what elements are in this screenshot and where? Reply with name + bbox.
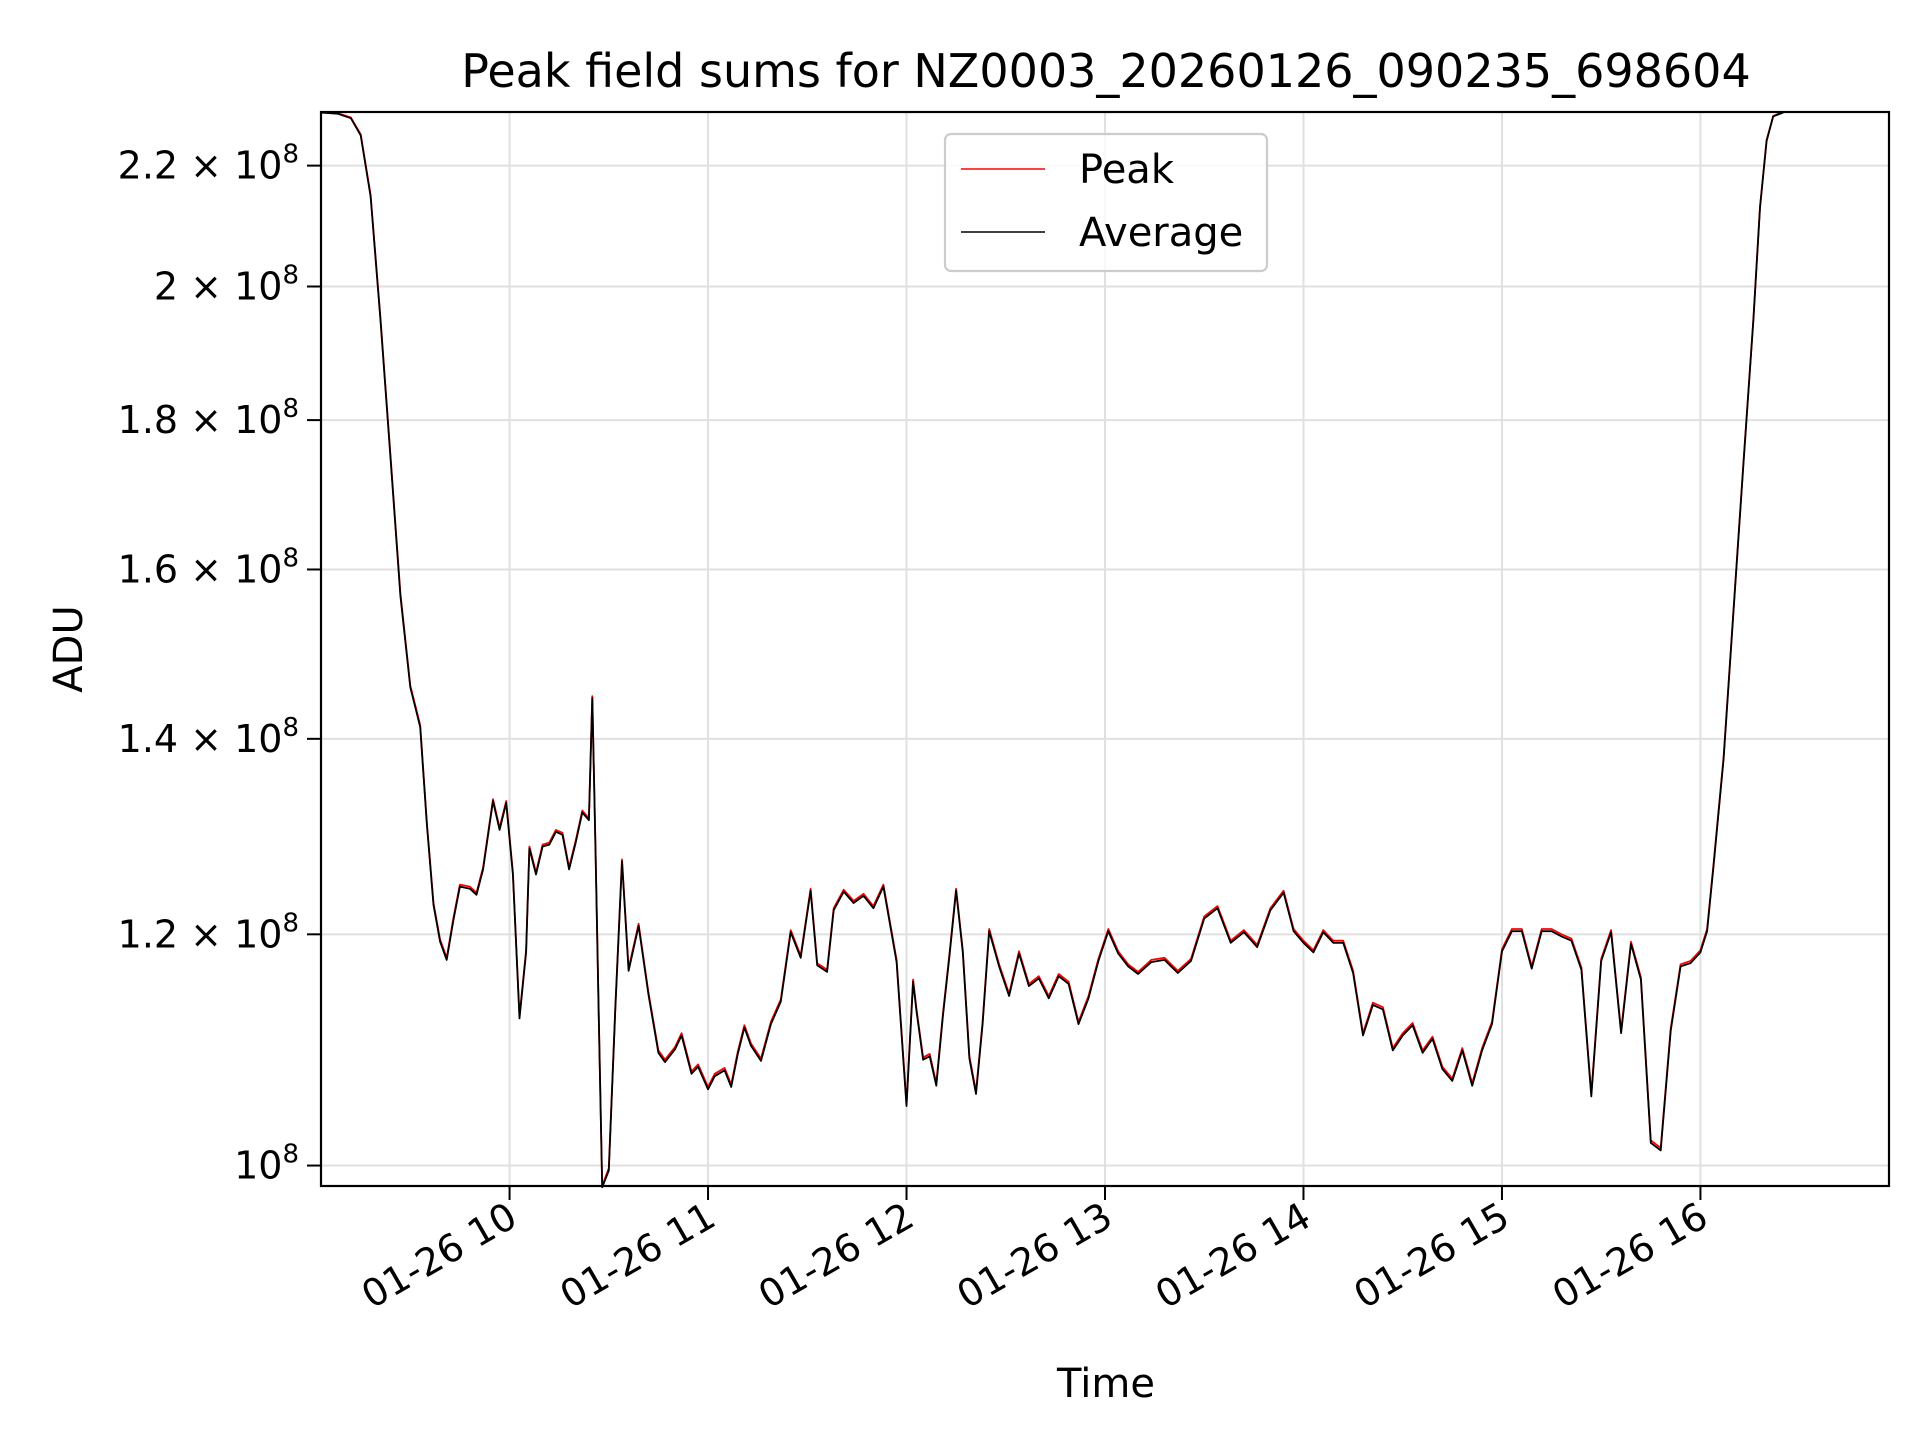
y-tick-label: 2 × 108 <box>154 260 299 308</box>
y-axis-label: ADU <box>46 605 92 692</box>
y-tick-label: 2.2 × 108 <box>118 140 299 188</box>
y-axis: 108 1.2 × 108 1.4 × 108 1.6 × 108 1.8 × 108 2… <box>118 140 321 1188</box>
legend: Peak Average <box>943 132 1269 273</box>
series-line-average <box>320 111 1784 1189</box>
series-lines <box>320 111 1784 1189</box>
y-tick-label: 1.4 × 108 <box>118 713 299 761</box>
y-tick-label: 1.8 × 108 <box>118 394 299 442</box>
legend-label-average: Average <box>1079 210 1243 256</box>
y-tick-label: 1.6 × 108 <box>118 543 299 591</box>
y-tick-label: 108 <box>234 1140 299 1188</box>
y-tick-label: 1.2 × 108 <box>118 908 299 956</box>
x-axis-label: Time <box>1056 1361 1155 1407</box>
legend-label-peak: Peak <box>1079 147 1175 193</box>
chart-title: Peak field sums for NZ0003_20260126_0902… <box>461 44 1750 98</box>
